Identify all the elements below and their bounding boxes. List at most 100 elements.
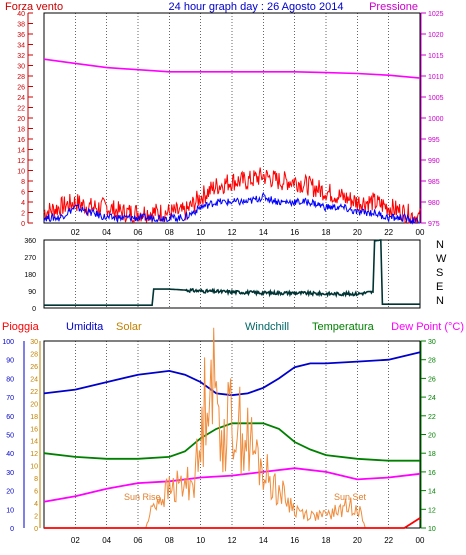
y-tick-label: 40 (17, 11, 25, 18)
compass-label: S (436, 267, 443, 279)
humidity-tick-label: 60 (6, 414, 14, 421)
y-tick-label: 20 (17, 116, 25, 123)
y-tick-label: 270 (24, 255, 36, 262)
y-axis-right-3: 10 12 14 16 18 20 22 24 26 28 30 (420, 339, 436, 533)
solar-tick-label: 8 (34, 476, 38, 483)
humidity-tick-label: 80 (6, 376, 14, 383)
y-tick-label: 24 (17, 95, 25, 102)
x-tick-label: 18 (322, 228, 331, 237)
x-tick-label: 22 (384, 536, 393, 545)
y-tick-label: 16 (17, 137, 25, 144)
y-tick-label: 1005 (428, 95, 444, 102)
sunrise-annotation: Sun Rise (124, 492, 161, 502)
solar-tick-label: 28 (30, 351, 38, 358)
humidity-tick-label: 90 (6, 358, 14, 365)
y-tick-label: 26 (428, 376, 436, 383)
solar-tick-label: 12 (30, 451, 38, 458)
x-tick-label: 12 (228, 228, 237, 237)
y-tick-label: 22 (428, 414, 436, 421)
y-tick-label: 32 (17, 53, 25, 60)
series-line-pressure (43, 58, 421, 79)
x-tick-label: 04 (102, 536, 111, 545)
series-2 (44, 239, 420, 307)
y-tick-label: 1025 (428, 11, 444, 18)
right-label-pressure: Pressione (369, 1, 418, 13)
y-axis-left-2: 0 90 180 270 360 (24, 238, 36, 313)
solar-tick-label: 22 (30, 389, 38, 396)
y-tick-label: 18 (17, 127, 25, 134)
y-tick-label: 28 (428, 358, 436, 365)
header-solar: Solar (116, 321, 142, 333)
y-tick-label: 30 (17, 64, 25, 71)
y-tick-label: 34 (17, 43, 25, 50)
compass-label: N (436, 295, 444, 307)
humidity-tick-label: 40 (6, 451, 14, 458)
solar-tick-label: 16 (30, 426, 38, 433)
x-tick-label: 22 (384, 228, 393, 237)
humidity-tick-label: 0 (10, 526, 14, 533)
y-tick-label: 990 (428, 158, 440, 165)
x-tick-label: 00 (416, 536, 425, 545)
y-tick-label: 20 (428, 433, 436, 440)
x-tick-label: 16 (290, 536, 299, 545)
header-humidity: Umidita (66, 321, 104, 333)
header-temperature: Temperatura (312, 321, 375, 333)
x-tick-label: 14 (259, 228, 268, 237)
y-tick-label: 90 (28, 289, 36, 296)
series-line-wind-avg (43, 191, 420, 225)
solar-tick-label: 14 (30, 439, 38, 446)
compass-label: N (436, 239, 444, 251)
humidity-tick-label: 10 (6, 507, 14, 514)
grid-1 (75, 13, 421, 223)
x-tick-label: 10 (196, 536, 205, 545)
y-tick-label: 28 (17, 74, 25, 81)
humidity-tick-label: 30 (6, 470, 14, 477)
y-tick-label: 1015 (428, 53, 444, 60)
y-tick-label: 975 (428, 221, 440, 228)
y-tick-label: 360 (24, 238, 36, 245)
y-tick-label: 0 (32, 306, 36, 313)
x-tick-label: 08 (165, 228, 174, 237)
y-tick-label: 180 (24, 272, 36, 279)
x-tick-label: 08 (165, 536, 174, 545)
y-tick-label: 985 (428, 179, 440, 186)
y-tick-label: 4 (21, 200, 25, 207)
y-tick-label: 36 (17, 32, 25, 39)
y-tick-label: 12 (17, 158, 25, 165)
x-tick-label: 14 (259, 536, 268, 545)
y-tick-label: 26 (17, 85, 25, 92)
x-tick-label: 20 (353, 228, 362, 237)
x-tick-label: 02 (71, 228, 80, 237)
y-tick-label: 30 (428, 339, 436, 346)
x-tick-label: 10 (196, 228, 205, 237)
compass-label: W (436, 253, 447, 265)
x-tick-label: 18 (322, 536, 331, 545)
y-tick-label: 12 (428, 507, 436, 514)
panel-temp-humidity: Pioggia Umidita Solar Windchill Temperat… (2, 321, 464, 545)
x-tick-label: 16 (290, 228, 299, 237)
y-tick-label: 8 (21, 179, 25, 186)
series-3 (43, 327, 421, 529)
solar-tick-label: 4 (34, 501, 38, 508)
x-tick-label: 12 (228, 536, 237, 545)
header-windchill: Windchill (245, 321, 289, 333)
y-tick-label: 980 (428, 200, 440, 207)
series-line-pioggia (44, 517, 421, 529)
y-tick-label: 22 (17, 106, 25, 113)
y-tick-label: 1000 (428, 116, 444, 123)
y-tick-label: 1010 (428, 74, 444, 81)
y-tick-label: 995 (428, 137, 440, 144)
y-tick-label: 2 (21, 211, 25, 218)
y-tick-label: 10 (17, 169, 25, 176)
series-1 (43, 58, 421, 225)
x-tick-label: 20 (353, 536, 362, 545)
left-label-wind: Forza vento (5, 1, 63, 13)
x-tick-label: 04 (102, 228, 111, 237)
solar-tick-label: 20 (30, 401, 38, 408)
header-rain: Pioggia (2, 321, 40, 333)
